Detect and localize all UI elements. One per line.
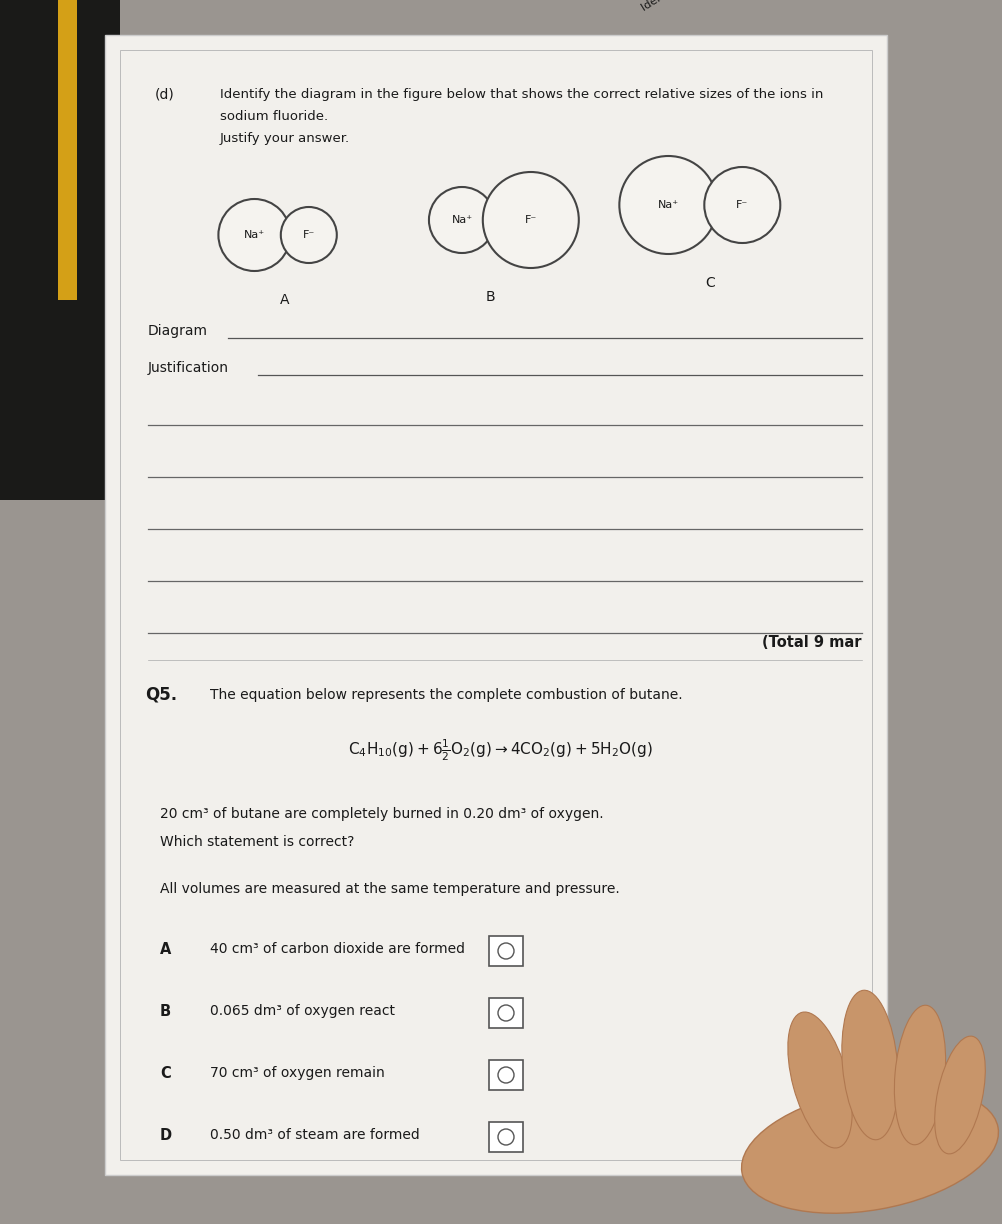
FancyBboxPatch shape: [489, 1122, 523, 1152]
Ellipse shape: [842, 990, 898, 1140]
FancyBboxPatch shape: [489, 1060, 523, 1091]
Bar: [0, 0, 120, 499]
Text: $\mathdefault{C_4H_{10}(g) + 6\frac{1}{2}O_2(g) \rightarrow 4CO_2(g) + 5H_2O(g)}: $\mathdefault{C_4H_{10}(g) + 6\frac{1}{2…: [348, 737, 652, 763]
Text: Identify the diagram in the figure below that shows the correct relative sizes o: Identify the diagram in the figure below…: [220, 88, 824, 102]
Text: (Total 9 mar: (Total 9 mar: [763, 635, 862, 650]
Ellipse shape: [935, 1037, 985, 1154]
Text: D: D: [160, 1127, 172, 1142]
Bar: [77, 0, 85, 300]
Text: 70 cm³ of oxygen remain: 70 cm³ of oxygen remain: [210, 1066, 385, 1080]
Bar: [55, 0, 77, 300]
FancyBboxPatch shape: [489, 936, 523, 966]
Ellipse shape: [895, 1005, 946, 1144]
Circle shape: [483, 173, 579, 268]
Text: F⁻: F⁻: [303, 230, 315, 240]
Ellipse shape: [788, 1012, 852, 1148]
Text: sodium fluoride.: sodium fluoride.: [220, 110, 328, 122]
Text: C: C: [705, 275, 714, 290]
Text: A: A: [281, 293, 290, 307]
Text: A: A: [160, 941, 171, 956]
Text: B: B: [160, 1004, 171, 1018]
Circle shape: [218, 200, 291, 271]
Text: Justify your answer.: Justify your answer.: [220, 132, 350, 144]
Text: 0.50 dm³ of steam are formed: 0.50 dm³ of steam are formed: [210, 1129, 420, 1142]
Text: Na⁺: Na⁺: [243, 230, 265, 240]
Text: Q5.: Q5.: [145, 685, 177, 703]
Text: 0.065 dm³ of oxygen react: 0.065 dm³ of oxygen react: [210, 1004, 395, 1018]
Circle shape: [281, 207, 337, 263]
Text: Na⁺: Na⁺: [451, 215, 473, 225]
Circle shape: [704, 166, 781, 244]
Text: C: C: [160, 1066, 170, 1081]
Text: 20 cm³ of butane are completely burned in 0.20 dm³ of oxygen.: 20 cm³ of butane are completely burned i…: [160, 807, 603, 821]
Text: The equation below represents the complete combustion of butane.: The equation below represents the comple…: [210, 688, 682, 703]
FancyBboxPatch shape: [105, 35, 887, 1175]
Text: F⁻: F⁻: [525, 215, 537, 225]
Text: Diagram: Diagram: [148, 324, 208, 338]
Ellipse shape: [741, 1087, 998, 1213]
Text: Identify the diagram in the figure below that shows the correct relative sizes o: Identify the diagram in the figure below…: [640, 0, 1002, 13]
Text: Justification: Justification: [148, 361, 229, 375]
Text: All volumes are measured at the same temperature and pressure.: All volumes are measured at the same tem…: [160, 883, 620, 896]
Text: B: B: [485, 290, 495, 304]
FancyBboxPatch shape: [489, 998, 523, 1028]
Text: F⁻: F⁻: [736, 200, 748, 211]
Circle shape: [619, 155, 717, 255]
Text: Na⁺: Na⁺: [657, 200, 679, 211]
Bar: [50, 0, 58, 300]
Circle shape: [429, 187, 495, 253]
Text: (d): (d): [155, 88, 174, 102]
Text: 40 cm³ of carbon dioxide are formed: 40 cm³ of carbon dioxide are formed: [210, 942, 465, 956]
Text: Which statement is correct?: Which statement is correct?: [160, 835, 355, 849]
